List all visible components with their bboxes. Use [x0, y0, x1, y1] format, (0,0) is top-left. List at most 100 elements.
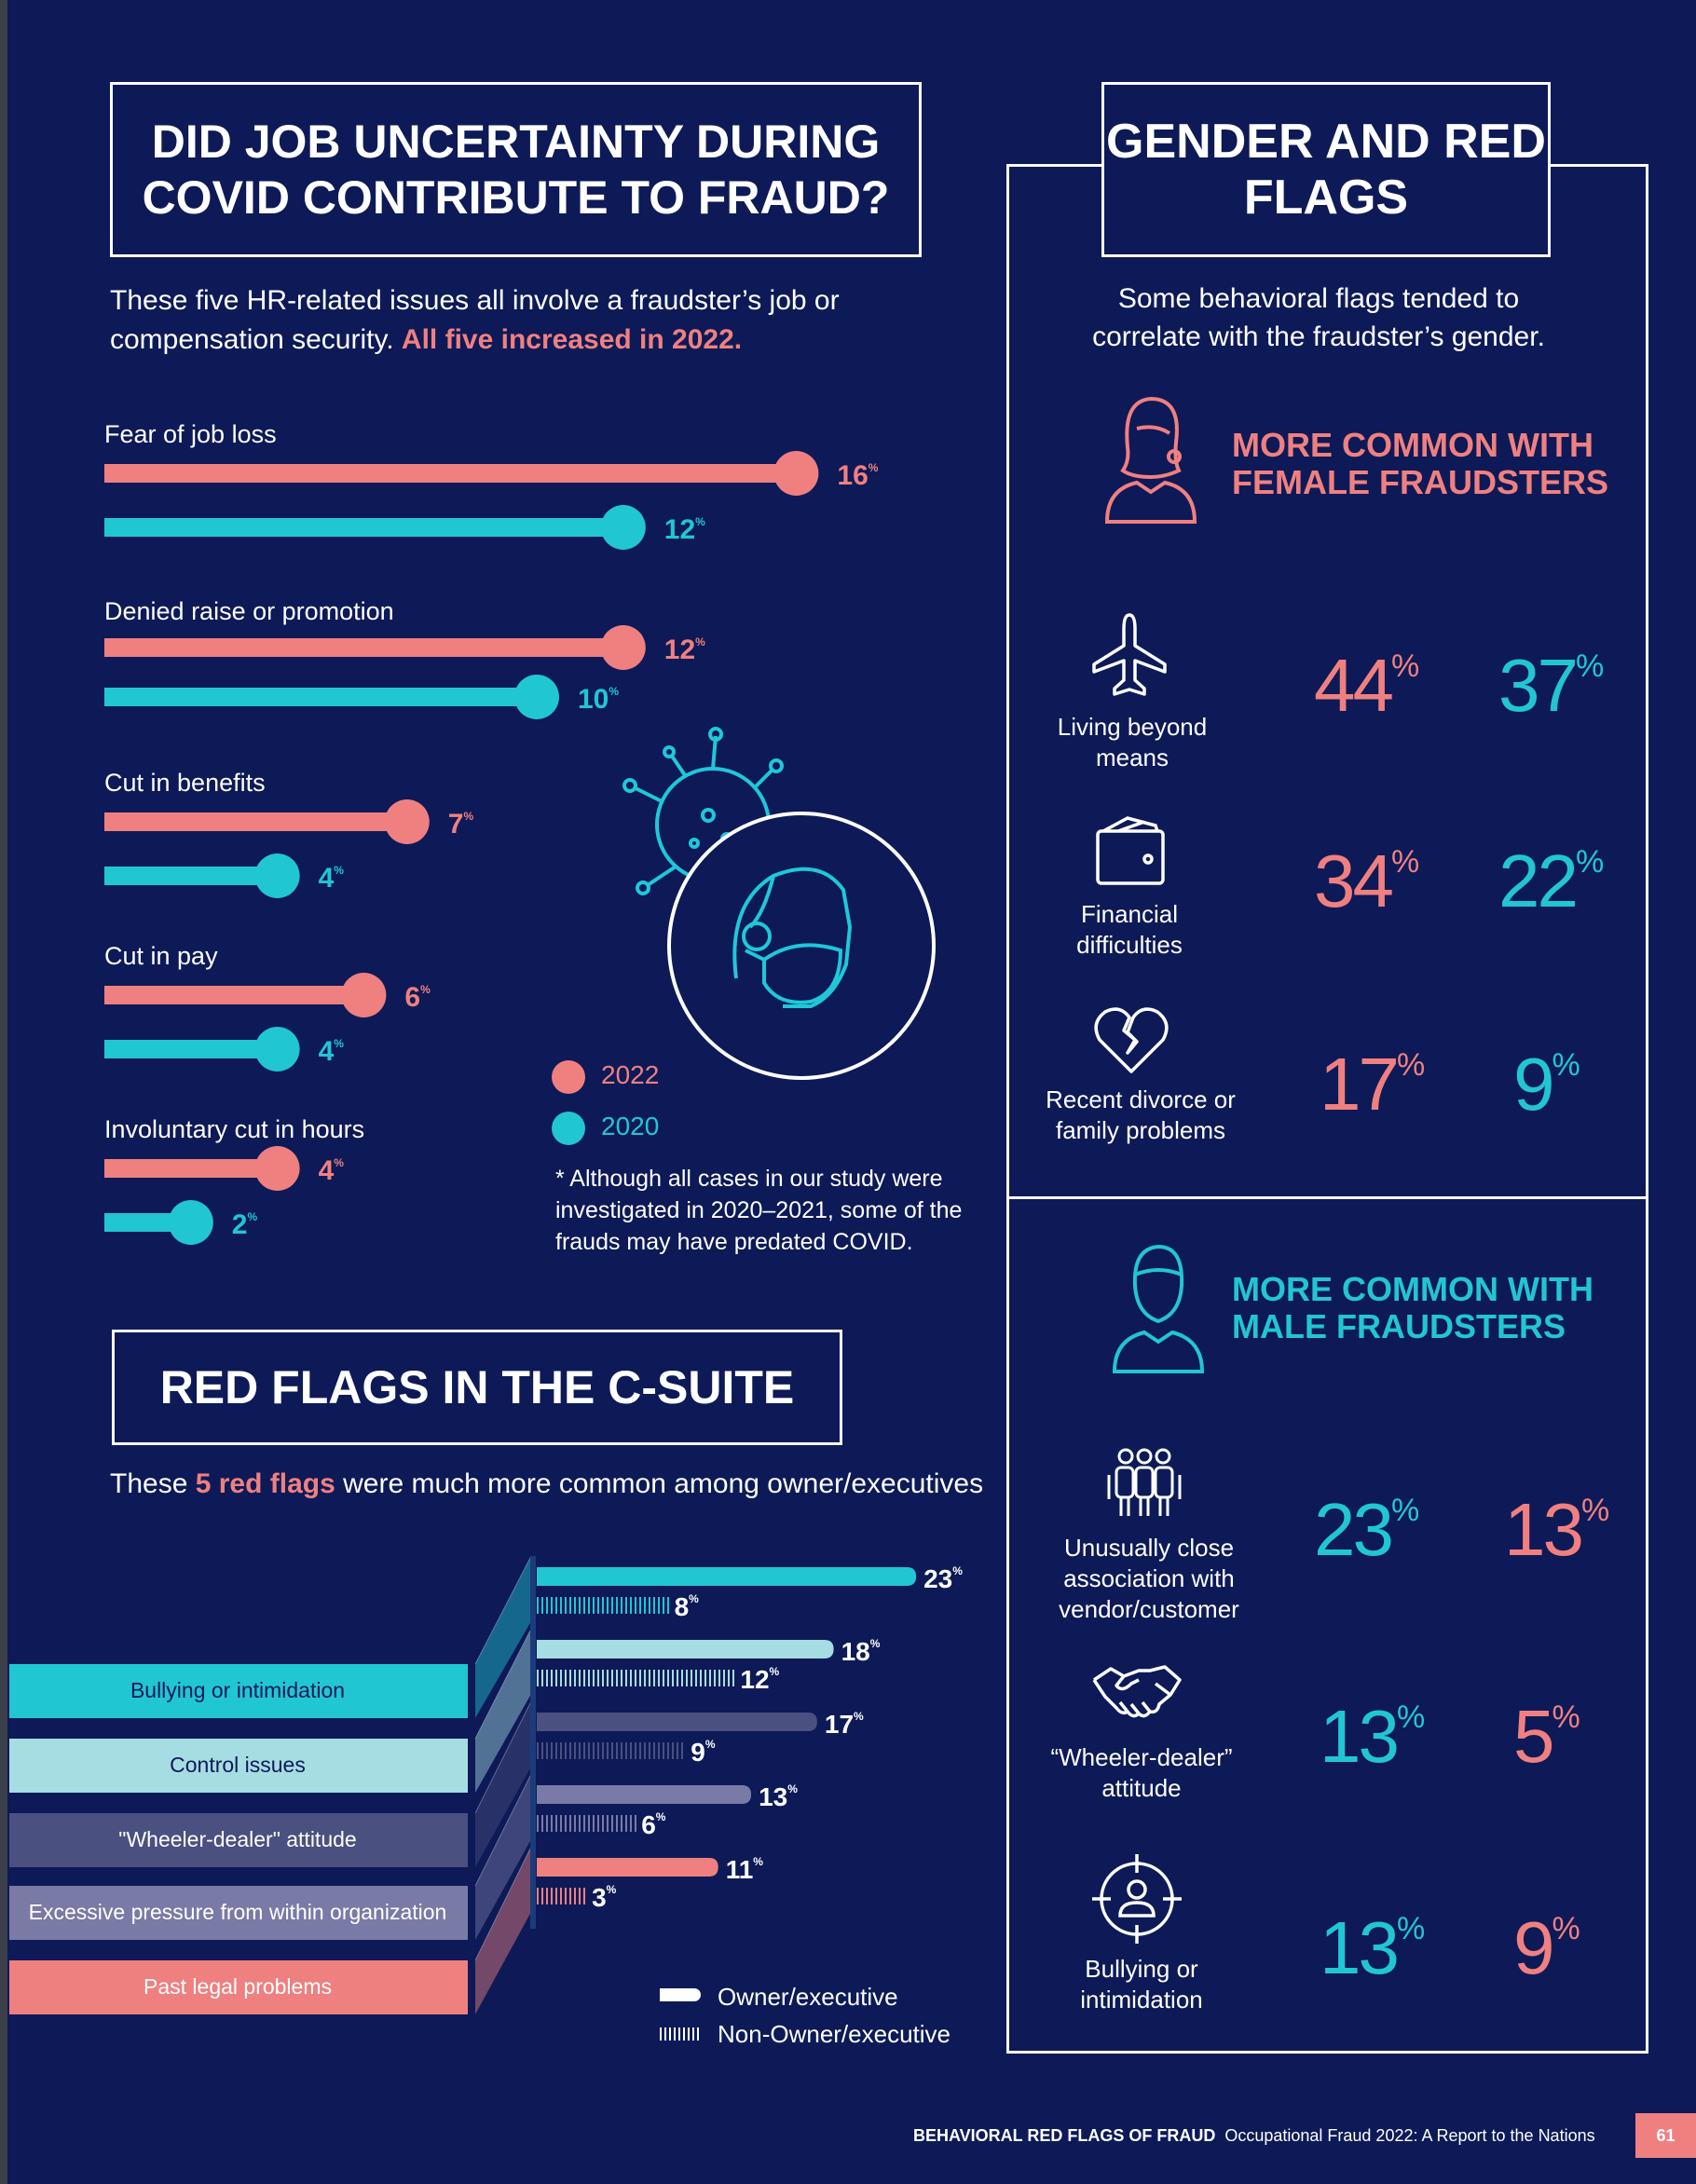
- male-pct-wheeler: 13%: [1320, 1694, 1425, 1780]
- non-owner-tick: [560, 1670, 562, 1686]
- pct-sign: %: [1552, 1047, 1580, 1083]
- non-owner-tick: [635, 1597, 636, 1614]
- non-owner-tick: [537, 1742, 539, 1759]
- gender-divider: [1006, 1196, 1646, 1199]
- csuite-intro: These 5 red flags were much more common …: [110, 1468, 983, 1500]
- female-heading: MORE COMMON WITH FEMALE FRAUDSTERS: [1232, 427, 1608, 501]
- non-owner-value-label: 12%: [740, 1665, 779, 1694]
- non-owner-tick: [625, 1670, 627, 1686]
- non-owner-tick: [607, 1815, 609, 1832]
- non-owner-tick: [607, 1670, 609, 1686]
- non-owner-bar: [537, 1670, 734, 1686]
- non-owner-tick: [555, 1815, 557, 1832]
- non-owner-tick: [611, 1742, 613, 1759]
- caption-wheeler: “Wheeler-dealer” attitude: [1050, 1743, 1233, 1802]
- non-owner-tick: [667, 1597, 669, 1614]
- non-owner-tick: [677, 1742, 678, 1759]
- footer-report: Occupational Fraud 2022: A Report to the…: [1215, 2126, 1595, 2145]
- non-owner-tick: [691, 1670, 692, 1686]
- owner-bar: [537, 1640, 834, 1658]
- non-owner-value-label: 6%: [641, 1810, 666, 1839]
- non-owner-bar: [537, 1815, 636, 1832]
- female-pct-financial-num: 34: [1314, 839, 1394, 922]
- bar-end-2022: [341, 973, 387, 1017]
- non-owner-tick: [546, 1670, 548, 1686]
- page-edge: [0, 0, 7, 2184]
- non-owner-tick: [649, 1742, 650, 1759]
- bar-2022: [104, 638, 623, 657]
- non-owner-tick: [639, 1597, 641, 1614]
- band-connector: [475, 1556, 531, 1718]
- female-pct-bullying: 9%: [1513, 1905, 1580, 1991]
- non-owner-tick: [579, 1670, 581, 1686]
- legend-non-owner-label: Non-Owner/executive: [718, 2020, 951, 2048]
- non-owner-tick: [630, 1670, 632, 1686]
- non-owner-tick: [569, 1888, 571, 1904]
- non-owner-tick: [732, 1670, 734, 1686]
- non-owner-tick: [653, 1597, 655, 1614]
- non-owner-tick: [574, 1815, 576, 1832]
- value-label: 2%: [232, 1209, 258, 1240]
- non-owner-tick: [588, 1742, 590, 1759]
- non-owner-tick: [569, 1670, 571, 1686]
- male-pct-living-num: 37: [1498, 644, 1579, 727]
- non-owner-tick: [663, 1742, 664, 1759]
- owner-value-label: 11%: [726, 1855, 764, 1884]
- non-owner-tick: [551, 1597, 553, 1614]
- non-owner-tick: [630, 1742, 632, 1759]
- bar-end-2022: [600, 625, 646, 670]
- non-owner-tick: [653, 1742, 655, 1759]
- female-pct-association-num: 13: [1504, 1488, 1584, 1571]
- csuite-bar-chart: 23% 8% 18% 12% 17% 9% 13% 6% 11% 3%: [9, 1556, 963, 2014]
- non-owner-tick: [541, 1815, 543, 1832]
- non-owner-tick: [537, 1670, 539, 1686]
- owner-bar: [537, 1785, 752, 1804]
- female-heading-line2: FEMALE FRAUDSTERS: [1232, 463, 1608, 501]
- pct-sign: %: [1396, 1047, 1426, 1083]
- non-owner-tick: [621, 1597, 622, 1614]
- non-owner-tick: [621, 1815, 622, 1832]
- band-label-control: Control issues: [170, 1753, 306, 1777]
- legend-2022-swatch: [552, 1060, 585, 1094]
- male-heading-line1: MORE COMMON WITH: [1232, 1270, 1593, 1308]
- non-owner-tick: [583, 1888, 585, 1904]
- non-owner-tick: [635, 1815, 636, 1832]
- non-owner-tick: [569, 1815, 571, 1832]
- male-person-icon: [1112, 1244, 1205, 1373]
- male-pct-divorce-num: 9: [1513, 1043, 1554, 1126]
- connector-edge: [474, 1556, 532, 1665]
- value-label: 12%: [664, 635, 705, 665]
- caption-financial: Financial difficulties: [1076, 900, 1183, 959]
- pct-sign: %: [1390, 648, 1420, 684]
- non-owner-tick: [579, 1815, 581, 1832]
- pct-sign: %: [1390, 1493, 1420, 1528]
- bar-2020: [104, 518, 623, 537]
- connector-edge: [474, 1846, 532, 1961]
- female-person-icon: [1104, 396, 1197, 524]
- non-owner-tick: [574, 1888, 576, 1904]
- non-owner-tick: [583, 1815, 585, 1832]
- footer-section: BEHAVIORAL RED FLAGS OF FRAUD: [913, 2126, 1216, 2145]
- handshake-icon: [1092, 1665, 1182, 1718]
- legend-non-owner-swatch: [660, 2027, 701, 2041]
- non-owner-tick: [551, 1888, 553, 1904]
- male-pct-bullying: 13%: [1320, 1905, 1425, 1991]
- non-owner-tick: [588, 1597, 590, 1614]
- bar-end-2022: [384, 799, 430, 844]
- non-owner-tick: [625, 1597, 627, 1614]
- target-person-icon: [1092, 1854, 1182, 1944]
- legend-owner-swatch: [660, 1988, 701, 2001]
- non-owner-tick: [686, 1670, 688, 1686]
- value-label: 4%: [319, 1036, 345, 1067]
- category-label: Denied raise or promotion: [104, 597, 394, 625]
- gender-frame-top-left: [1006, 164, 1104, 167]
- bar-2020: [104, 867, 278, 885]
- female-pct-living-num: 44: [1314, 644, 1394, 727]
- gender-panel-frame: [1006, 164, 1648, 2054]
- category-band: [9, 1886, 468, 1940]
- non-owner-tick: [658, 1670, 660, 1686]
- owner-bar: [537, 1858, 718, 1877]
- bar-2020: [104, 1040, 278, 1058]
- bar-end-2020: [254, 853, 300, 898]
- non-owner-tick: [579, 1888, 581, 1904]
